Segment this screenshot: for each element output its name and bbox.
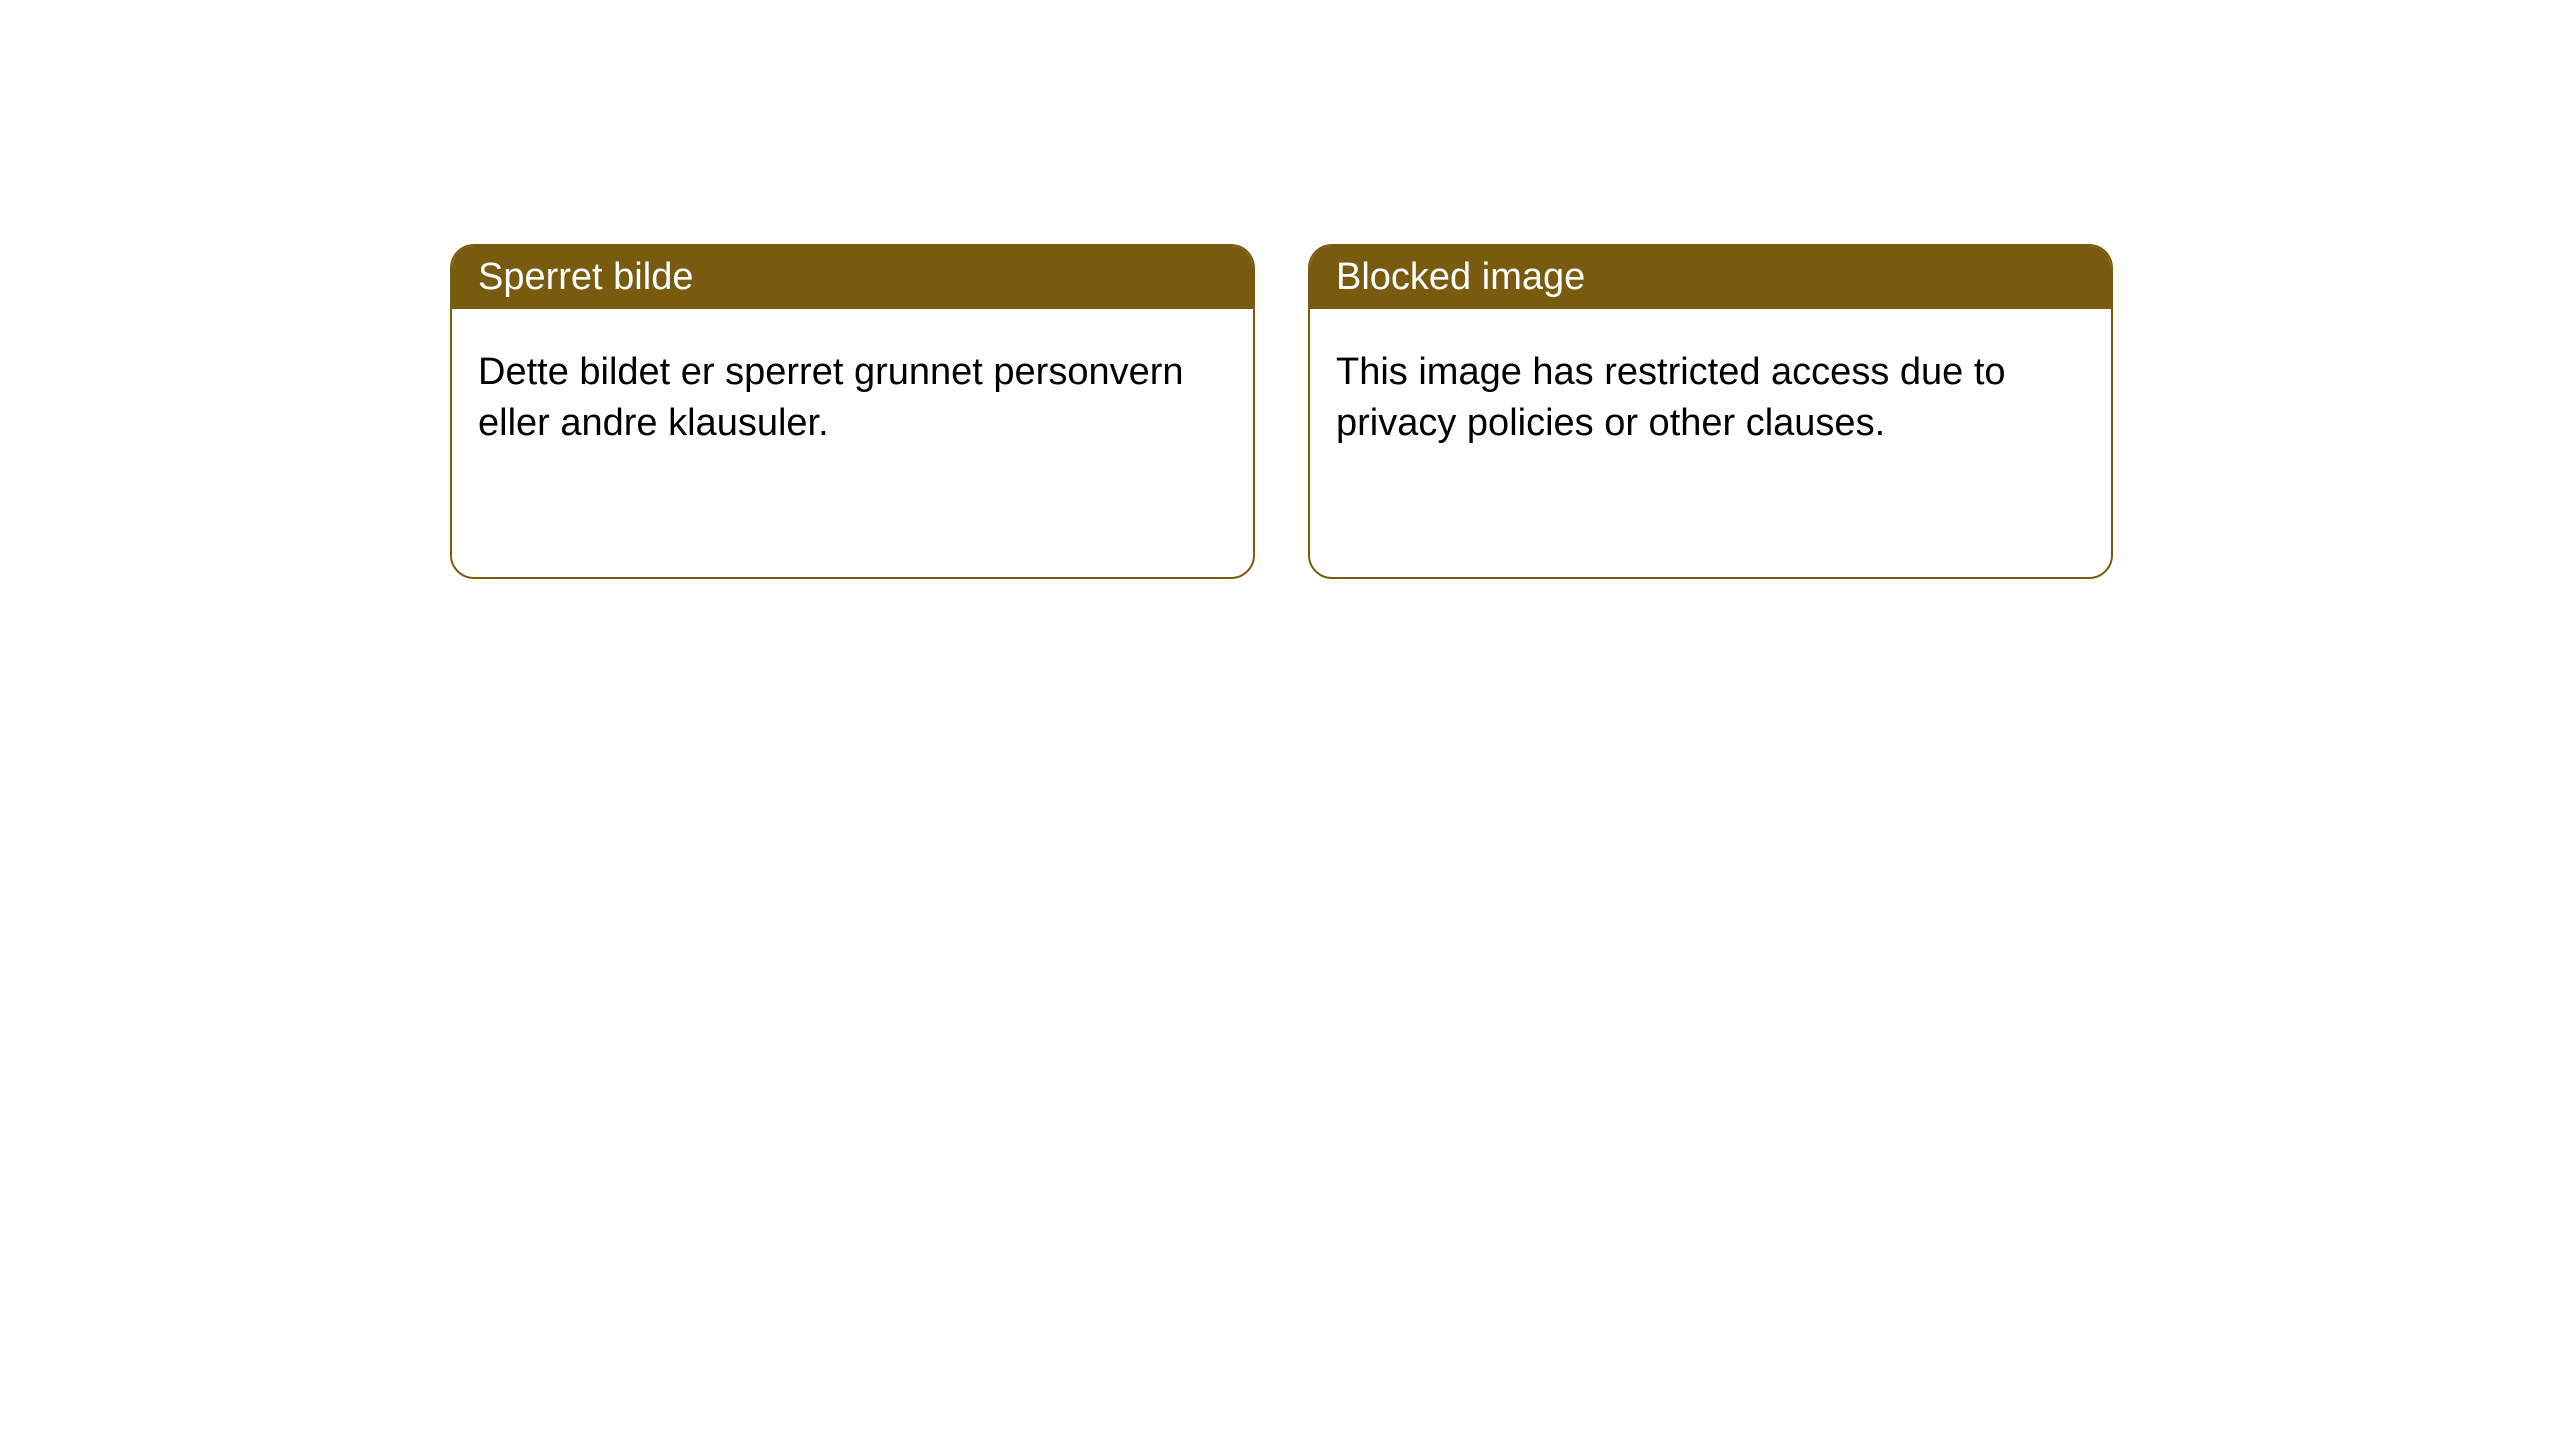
blocked-image-card-no: Sperret bilde Dette bildet er sperret gr…: [450, 244, 1255, 579]
card-title: Sperret bilde: [478, 256, 693, 298]
card-body: Dette bildet er sperret grunnet personve…: [452, 309, 1253, 577]
card-message: Dette bildet er sperret grunnet personve…: [478, 347, 1227, 450]
cards-container: Sperret bilde Dette bildet er sperret gr…: [0, 0, 2560, 579]
blocked-image-card-en: Blocked image This image has restricted …: [1308, 244, 2113, 579]
card-title: Blocked image: [1336, 256, 1585, 298]
card-body: This image has restricted access due to …: [1310, 309, 2111, 577]
card-header: Blocked image: [1310, 246, 2111, 309]
card-header: Sperret bilde: [452, 246, 1253, 309]
card-message: This image has restricted access due to …: [1336, 347, 2085, 450]
